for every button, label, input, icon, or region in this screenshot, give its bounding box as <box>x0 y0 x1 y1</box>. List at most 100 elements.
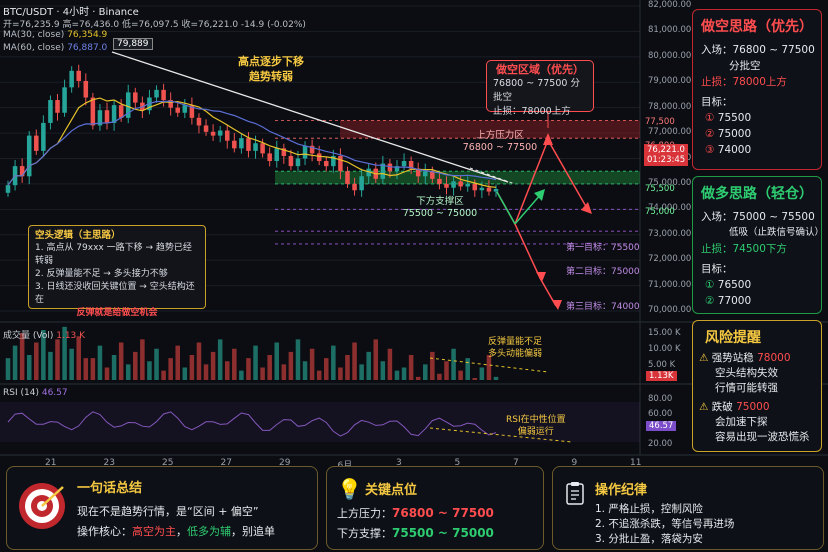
clipboard-icon <box>565 481 585 505</box>
support-label: 下方支撑区 75500 ~ 75000 <box>380 196 500 220</box>
volume-bar <box>444 361 449 380</box>
candle-body <box>359 176 364 190</box>
volume-tick: 5.00 K <box>648 360 675 370</box>
candle-body <box>119 105 124 118</box>
candle-body <box>76 71 81 81</box>
volume-bar <box>381 361 386 380</box>
volume-bar <box>260 368 265 381</box>
volume-bar <box>84 358 89 380</box>
volume-bar <box>402 368 407 381</box>
candle-body <box>69 71 74 88</box>
last-price-tag: 76,221.0 01:23:45 <box>644 144 688 166</box>
candle-body <box>317 153 322 161</box>
volume-bar <box>13 346 18 380</box>
volume-bar <box>282 364 287 380</box>
price-tick: 70,000.00 <box>648 305 691 315</box>
down-path-arrow <box>515 224 556 306</box>
candle-body <box>303 146 308 159</box>
volume-tag: 1.13K <box>646 371 677 381</box>
volume-bar <box>69 349 74 380</box>
target2-label: 第二目标：75000 <box>566 264 640 277</box>
volume-bar <box>253 346 258 380</box>
volume-bar <box>409 355 414 380</box>
volume-bar <box>416 377 421 380</box>
candle-body <box>444 184 449 188</box>
candle-body <box>402 161 407 166</box>
candle-body <box>62 87 67 112</box>
price-tick: 80,000.00 <box>648 51 691 61</box>
rsi-tick: 20.00 <box>648 439 672 449</box>
candle-body <box>84 81 89 98</box>
volume-bar <box>218 339 223 380</box>
trend-note: 高点逐步下移 趋势转弱 <box>226 54 316 84</box>
volume-bar <box>317 371 322 380</box>
resistance-label: 上方压力区 76800 ~ 77500 <box>440 130 560 154</box>
volume-bar <box>366 352 371 380</box>
candle-body <box>260 143 265 153</box>
candle-body <box>352 184 357 190</box>
summary-title: 一句话总结 <box>77 477 142 496</box>
price-tick: 78,000.00 <box>648 102 691 112</box>
volume-bar <box>161 371 166 380</box>
candle-body <box>91 98 96 126</box>
candle-body <box>338 156 343 171</box>
volume-bar <box>140 339 145 380</box>
candle-body <box>296 159 301 167</box>
candle-body <box>267 153 272 161</box>
price-tick: 79,000.00 <box>648 76 691 86</box>
candle-body <box>253 143 258 151</box>
target3-label: 第三目标：74000 <box>566 299 640 312</box>
ma60-legend[interactable]: MA(60, close) 76,887.0 <box>3 43 107 53</box>
volume-bar <box>154 349 159 380</box>
volume-bar <box>175 346 180 380</box>
volume-bar <box>27 355 32 380</box>
volume-bar <box>225 361 230 380</box>
ma60-label: MA(60, close) <box>3 43 64 53</box>
volume-bar <box>289 352 294 380</box>
down-arrow-head-2 <box>552 300 562 310</box>
tag-77500: 77,500 <box>645 117 675 127</box>
volume-bar <box>197 343 202 381</box>
volume-bar <box>430 352 435 380</box>
candle-body <box>225 131 230 141</box>
volume-bar <box>119 343 124 381</box>
volume-bar <box>6 358 11 380</box>
candle-body <box>20 166 25 176</box>
candle-body <box>487 188 492 192</box>
volume-bar <box>374 339 379 380</box>
discipline-item: 2. 不追涨杀跌，等信号再进场 <box>595 516 734 531</box>
volume-bar <box>296 339 301 380</box>
ma60-value: 76,887.0 <box>67 43 107 53</box>
chart-title: BTC/USDT · 4小时 · Binance <box>3 3 139 18</box>
target-icon <box>17 481 67 531</box>
volume-bar <box>458 371 463 380</box>
ma30-legend[interactable]: MA(30, close) 76,354.9 <box>3 30 107 40</box>
price-tick: 81,000.00 <box>648 25 691 35</box>
volume-bar <box>494 377 499 380</box>
volume-bar <box>303 361 308 380</box>
volume-label: 成交量 (Vol) 1.13 K <box>3 328 85 341</box>
short-plan-panel: 做空思路（优先） 入场：76800 ~ 77500 分批空 止损：78000上方… <box>692 9 822 170</box>
candle-body <box>204 125 209 131</box>
candle-body <box>133 92 138 102</box>
volume-bar <box>359 364 364 380</box>
candle-body <box>451 181 456 187</box>
warning-icon: ⚠ <box>699 401 708 413</box>
candle-body <box>494 189 499 192</box>
long-plan-panel: 做多思路（轻仓） 入场：75000 ~ 75500 低吸（止跌信号确认） 止损：… <box>692 176 822 314</box>
volume-tick: 15.00 K <box>648 328 681 338</box>
tag-75500: 75,500 <box>645 184 675 194</box>
candle-body <box>473 184 478 190</box>
candle-body <box>112 105 117 123</box>
volume-bar <box>34 343 39 381</box>
volume-bar <box>55 339 60 380</box>
short-arrow-head-2 <box>581 202 592 214</box>
volume-bar <box>345 355 350 380</box>
long-path-arrow-green <box>497 192 541 224</box>
risk-panel: 风险提醒 ⚠ 强势站稳 78000 空头结构失效 行情可能转强 ⚠ 跌破 750… <box>692 320 822 452</box>
lightbulb-icon: 💡 <box>337 477 362 501</box>
volume-bar <box>451 349 456 380</box>
rsi-note: RSI在中性位置 偏弱运行 <box>506 414 566 438</box>
volume-bar <box>112 355 117 380</box>
candle-body <box>345 171 350 184</box>
